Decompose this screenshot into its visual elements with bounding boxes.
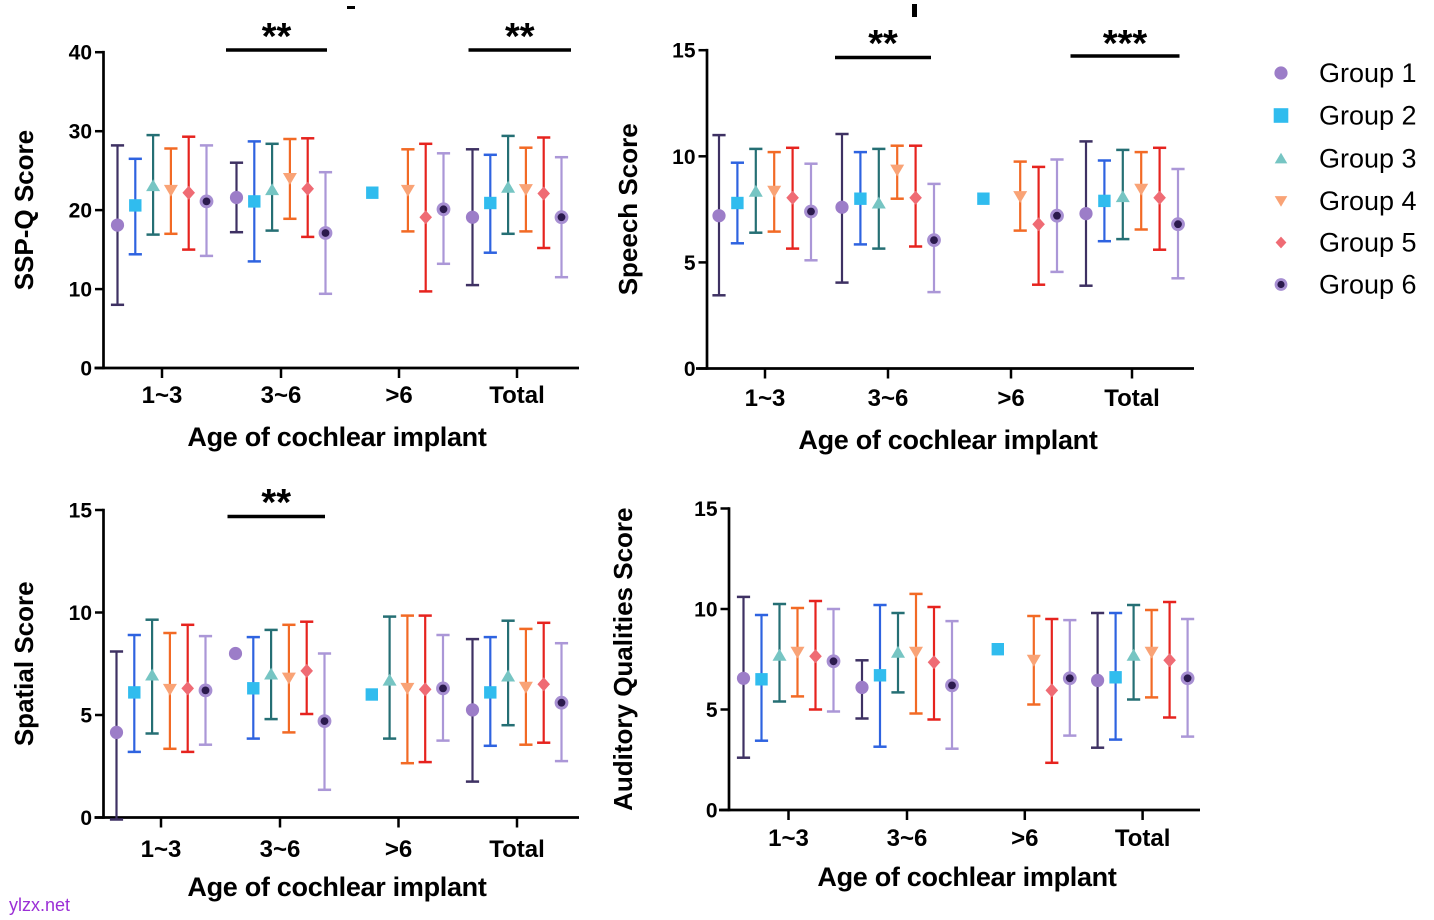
svg-text:20: 20 [69, 200, 92, 223]
svg-text:1~3: 1~3 [768, 825, 809, 852]
svg-text:Age of cochlear implant: Age of cochlear implant [798, 425, 1097, 455]
svg-text:Group 1: Group 1 [1319, 58, 1417, 88]
svg-text:15: 15 [694, 498, 718, 521]
svg-text:0: 0 [80, 807, 92, 830]
svg-text:Age of cochlear implant: Age of cochlear implant [817, 862, 1116, 892]
svg-text:3~6: 3~6 [261, 382, 302, 409]
svg-text:1~3: 1~3 [142, 382, 183, 409]
svg-text:**: ** [868, 23, 898, 65]
svg-text:ylzx.net: ylzx.net [9, 895, 70, 915]
svg-text:5: 5 [684, 252, 696, 275]
svg-text:5: 5 [80, 705, 92, 728]
svg-text:0: 0 [684, 358, 696, 381]
svg-text:SSP-Q Score: SSP-Q Score [9, 130, 39, 290]
svg-text:5: 5 [706, 699, 718, 722]
svg-text:Age of cochlear implant: Age of cochlear implant [187, 422, 486, 452]
svg-text:15: 15 [672, 40, 696, 63]
svg-text:>6: >6 [997, 385, 1024, 412]
svg-text:10: 10 [672, 146, 695, 169]
svg-text:1~3: 1~3 [745, 385, 786, 412]
svg-text:Total: Total [1115, 825, 1171, 852]
svg-text:10: 10 [69, 602, 92, 625]
svg-text:Auditory Qualities Score: Auditory Qualities Score [608, 507, 638, 810]
svg-text:10: 10 [694, 599, 717, 622]
svg-text:15: 15 [69, 500, 93, 523]
svg-text:1~3: 1~3 [141, 836, 182, 863]
svg-text:Group 5: Group 5 [1319, 228, 1417, 258]
svg-text:0: 0 [80, 358, 92, 381]
svg-text:Speech Score: Speech Score [613, 123, 643, 295]
svg-text:Total: Total [1104, 385, 1160, 412]
svg-text:Total: Total [489, 382, 545, 409]
svg-text:Total: Total [489, 836, 545, 863]
svg-text:0: 0 [706, 800, 718, 823]
svg-text:***: *** [1103, 23, 1148, 65]
svg-text:Group 3: Group 3 [1319, 144, 1417, 174]
svg-text:>6: >6 [385, 382, 412, 409]
svg-text:Group 6: Group 6 [1319, 270, 1417, 300]
svg-text:>6: >6 [385, 836, 412, 863]
svg-text:>6: >6 [1011, 825, 1038, 852]
svg-text:40: 40 [69, 42, 92, 65]
svg-text:Spatial Score: Spatial Score [9, 581, 39, 746]
svg-text:30: 30 [69, 121, 92, 144]
svg-text:**: ** [505, 16, 535, 58]
svg-text:10: 10 [69, 279, 92, 302]
svg-text:3~6: 3~6 [887, 825, 928, 852]
svg-text:**: ** [261, 482, 291, 524]
svg-text:3~6: 3~6 [260, 836, 301, 863]
svg-text:3~6: 3~6 [868, 385, 909, 412]
svg-text:Age of cochlear implant: Age of cochlear implant [187, 872, 486, 902]
svg-text:Group 4: Group 4 [1319, 186, 1417, 216]
svg-text:**: ** [262, 16, 292, 58]
svg-text:Group 2: Group 2 [1319, 101, 1417, 131]
